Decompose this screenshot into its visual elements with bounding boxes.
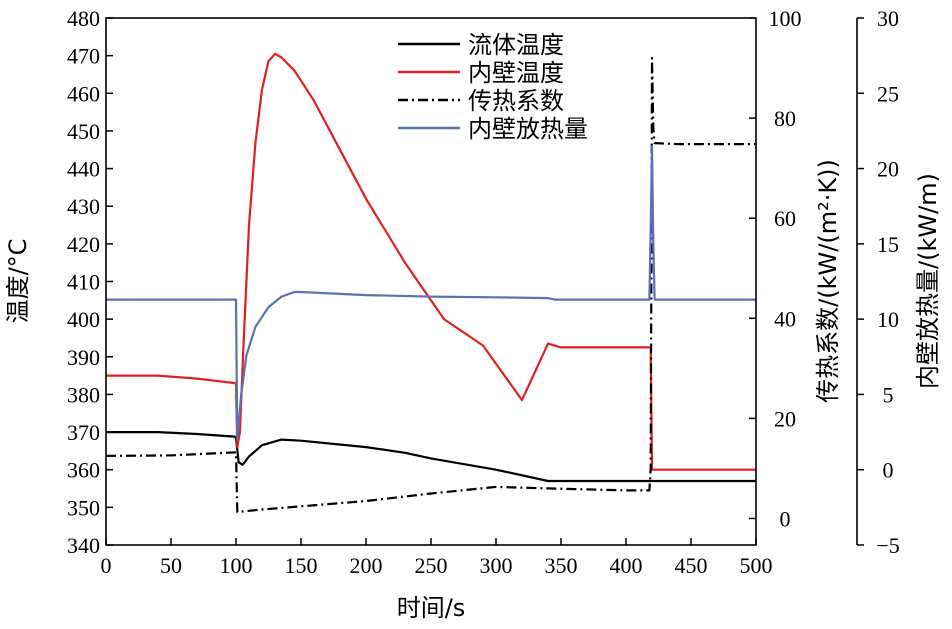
x-tick-label: 100	[220, 553, 253, 578]
series-layer	[105, 52, 756, 514]
y1-tick-label: 470	[67, 44, 100, 69]
y2-tick-label: 0	[780, 506, 791, 531]
y1-tick-label: 370	[67, 420, 100, 445]
y3-axis-title: 内壁放热量/(kW/m)	[914, 173, 942, 389]
y3-tick-label: −5	[876, 533, 899, 558]
x-tick-label: 350	[545, 553, 578, 578]
y1-tick-label: 350	[67, 495, 100, 520]
y3-tick-label: 0	[883, 458, 894, 483]
y1-tick-label: 480	[67, 6, 100, 31]
x-tick-label: 0	[101, 553, 112, 578]
y1-tick-label: 360	[67, 458, 100, 483]
y1-tick-label: 420	[67, 232, 100, 257]
y3-tick-label: 30	[877, 6, 899, 31]
y2-tick-label: 20	[774, 406, 796, 431]
series-line-4	[106, 144, 756, 441]
series-line-2	[106, 52, 756, 471]
legend-label-2: 内壁温度	[468, 59, 564, 87]
y2-axis-title: 传热系数/(kW/(m²·K))	[814, 159, 842, 403]
series-line-3	[105, 56, 756, 514]
x-tick-label: 450	[675, 553, 708, 578]
y3-tick-label: 5	[883, 382, 894, 407]
x-axis-title: 时间/s	[397, 594, 466, 622]
y1-tick-label: 450	[67, 119, 100, 144]
y2-tick-label: 40	[774, 306, 796, 331]
y3-tick-label: 15	[877, 232, 899, 257]
legend-label-3: 传热系数	[468, 87, 564, 115]
y1-tick-label: 440	[67, 157, 100, 182]
y2-tick-label: 80	[774, 106, 796, 131]
y1-axis-title: 温度/°C	[4, 239, 32, 324]
series-line-1	[106, 431, 756, 483]
y1-tick-label: 400	[67, 307, 100, 332]
legend-label-1: 流体温度	[468, 31, 564, 59]
y3-tick-label: 25	[877, 81, 899, 106]
y1-tick-label: 390	[67, 345, 100, 370]
y1-tick-label: 340	[67, 533, 100, 558]
y2-tick-label: 60	[774, 206, 796, 231]
y1-tick-label: 380	[67, 382, 100, 407]
y3-tick-label: 10	[877, 307, 899, 332]
x-tick-label: 200	[350, 553, 383, 578]
x-tick-label: 50	[160, 553, 182, 578]
x-tick-label: 400	[610, 553, 643, 578]
x-tick-label: 300	[480, 553, 513, 578]
y3-tick-label: 20	[877, 157, 899, 182]
x-tick-label: 250	[415, 553, 448, 578]
ticks-layer: 0 50 100 150 200 250 300 350 400 450 5003403503603…	[67, 6, 900, 578]
y1-tick-label: 460	[67, 81, 100, 106]
y1-tick-label: 430	[67, 194, 100, 219]
x-tick-label: 500	[740, 553, 773, 578]
legend-label-4: 内壁放热量	[468, 115, 588, 143]
plot-frame	[105, 17, 757, 546]
y2-tick-label: 100	[769, 6, 802, 31]
y1-tick-label: 410	[67, 270, 100, 295]
x-tick-label: 150	[285, 553, 318, 578]
